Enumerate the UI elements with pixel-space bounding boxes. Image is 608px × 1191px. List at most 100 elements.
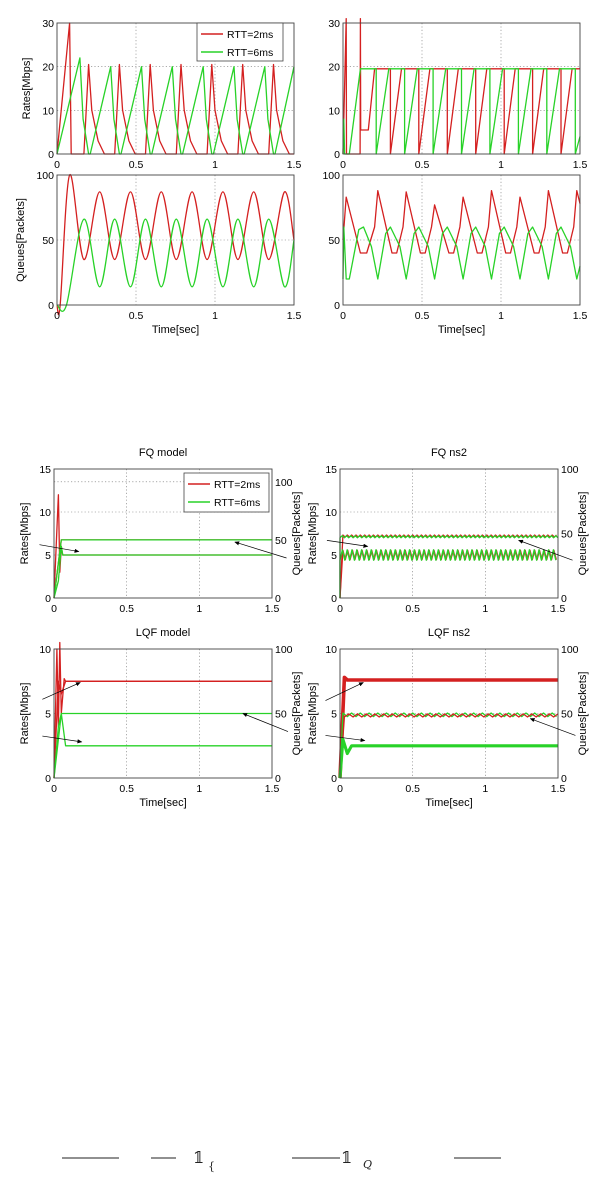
x-tick-label: 0	[340, 159, 346, 171]
y-tick-label: 10	[325, 507, 337, 519]
x-axis-label: Time[sec]	[139, 797, 186, 809]
series-line-series-1	[342, 17, 580, 155]
y-tick-label: 5	[45, 550, 51, 562]
legend-box	[196, 22, 284, 62]
x-tick-label: 1	[196, 783, 202, 795]
y-right-tick-label: 0	[561, 773, 567, 785]
y-tick-label: 10	[39, 507, 51, 519]
y-tick-label: 0	[45, 773, 51, 785]
plot-frame	[339, 468, 559, 599]
chart-title: FQ ns2	[431, 447, 467, 459]
y-right-tick-label: 100	[275, 477, 293, 489]
y-tick-label: 10	[325, 644, 337, 656]
y-right-tick-label: 0	[275, 593, 281, 605]
y-right-tick-label: 0	[275, 773, 281, 785]
series-line-series-2	[56, 218, 295, 312]
annotation-arrow	[234, 541, 287, 559]
annotation-arrow	[42, 682, 81, 700]
x-tick-label: 0.5	[129, 310, 144, 322]
y-tick-label: 0	[45, 593, 51, 605]
y-tick-label: 10	[328, 105, 340, 117]
y-right-axis-label: Queues[Packets]	[577, 492, 589, 576]
y-right-tick-label: 100	[561, 464, 579, 476]
annotation-arrow	[529, 718, 576, 736]
y-tick-label: 10	[42, 105, 54, 117]
x-tick-label: 1.5	[265, 603, 280, 615]
plot-frame	[56, 22, 295, 155]
y-tick-label: 100	[36, 170, 54, 182]
y-tick-label: 0	[331, 593, 337, 605]
x-tick-label: 1.5	[287, 159, 302, 171]
y-tick-label: 20	[328, 62, 340, 74]
annotation-arrow	[326, 540, 369, 548]
series-line-rtt-6ms	[56, 57, 295, 155]
y-tick-label: 0	[48, 149, 54, 161]
series-line-rtt-2ms	[56, 22, 294, 155]
series-line-series-3	[53, 539, 272, 599]
annotation-arrow	[42, 735, 83, 744]
series-line-series-4	[53, 712, 272, 779]
chart-title: FQ model	[139, 447, 187, 459]
plot-area	[340, 469, 558, 598]
x-tick-label: 0.5	[129, 159, 144, 171]
x-tick-label: 0	[54, 310, 60, 322]
y-right-tick-label: 100	[561, 644, 579, 656]
chart-panel-3: 0 0.5 1 1.5 0 50 100 Time[sec] Queues[Packets]	[15, 170, 301, 336]
y-axis-label: Rates[Mbps]	[307, 683, 319, 745]
y-tick-label: 5	[331, 550, 337, 562]
y-tick-label: 50	[42, 235, 54, 247]
x-tick-label: 0	[51, 603, 57, 615]
x-tick-label: 0	[337, 783, 343, 795]
y-right-tick-label: 100	[275, 644, 293, 656]
series-line-series-3	[53, 712, 272, 779]
annotation-arrow	[325, 682, 364, 701]
x-tick-label: 0	[337, 603, 343, 615]
y-axis-label: Rates[Mbps]	[19, 683, 31, 745]
y-right-tick-label: 50	[561, 709, 573, 721]
chart-title: LQF ns2	[428, 627, 470, 639]
subscript-q: Q	[363, 1158, 372, 1171]
series-line-rtt-6ms	[53, 545, 272, 599]
x-tick-label: 1.5	[265, 783, 280, 795]
x-tick-label: 1	[482, 783, 488, 795]
chart-panel-1: 0 0.5 1 1.5 0 10 20 30 Rates[Mbps] RTT=2ms RTT=6ms	[21, 18, 301, 171]
x-tick-label: 1	[498, 159, 504, 171]
legend-label: RTT=6ms	[227, 47, 273, 59]
y-tick-label: 10	[39, 644, 51, 656]
y-right-axis-label: Queues[Packets]	[577, 672, 589, 756]
y-tick-label: 5	[331, 709, 337, 721]
y-tick-label: 0	[334, 149, 340, 161]
plot-frame	[342, 22, 581, 155]
formula-fragment: 𝟙 { 𝟙 Q	[62, 1148, 501, 1173]
y-tick-label: 0	[48, 300, 54, 312]
annotation-arrow	[242, 713, 289, 732]
x-tick-label: 0.5	[119, 603, 134, 615]
x-axis-label: Time[sec]	[152, 324, 199, 336]
annotation-arrow	[39, 544, 80, 553]
x-tick-label: 1	[498, 310, 504, 322]
indicator-symbol: 𝟙	[193, 1148, 204, 1167]
y-right-axis-label: Queues[Packets]	[291, 672, 303, 756]
legend-box	[183, 472, 270, 513]
plot-frame	[53, 468, 273, 599]
x-tick-label: 0.5	[405, 603, 420, 615]
y-axis-label: Queues[Packets]	[15, 198, 27, 282]
annotation-arrow	[325, 735, 366, 743]
x-axis-label: Time[sec]	[425, 797, 472, 809]
y-tick-label: 30	[328, 18, 340, 30]
y-tick-label: 15	[325, 464, 337, 476]
x-tick-label: 1	[196, 603, 202, 615]
series-line-series-3	[339, 713, 559, 779]
x-axis-label: Time[sec]	[438, 324, 485, 336]
y-tick-label: 15	[39, 464, 51, 476]
x-tick-label: 1	[212, 159, 218, 171]
plot-frame	[339, 648, 559, 779]
y-axis-label: Rates[Mbps]	[307, 503, 319, 565]
indicator-symbol: 𝟙	[341, 1148, 352, 1167]
annotation-arrow	[518, 539, 573, 561]
x-tick-label: 0.5	[405, 783, 420, 795]
